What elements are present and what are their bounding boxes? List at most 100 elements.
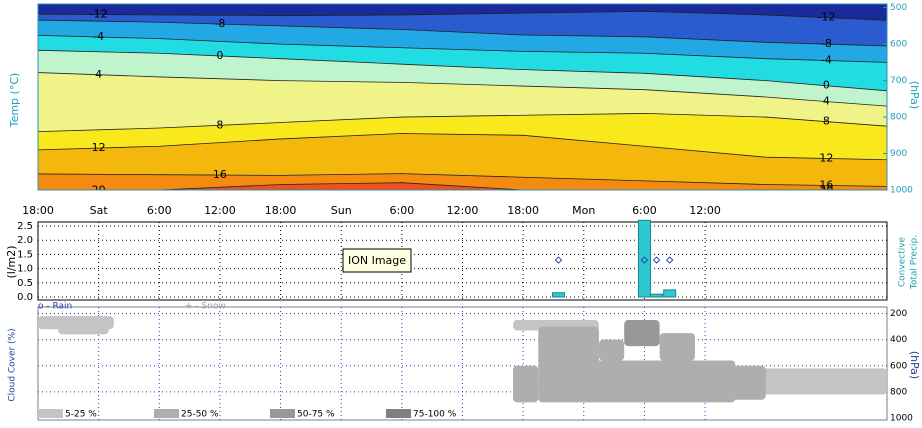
precip-bar bbox=[663, 289, 677, 298]
contour-label: -4 bbox=[93, 30, 104, 43]
legend-swatch bbox=[270, 409, 295, 418]
temp-axis-label: Temp (°C) bbox=[8, 73, 21, 129]
y-tick-label: 1.0 bbox=[17, 264, 33, 275]
series-label: Total Precip. bbox=[910, 235, 920, 290]
x-tick-label: 18:00 bbox=[265, 204, 297, 217]
x-tick-label: 12:00 bbox=[689, 204, 721, 217]
y2-tick-label: 600 bbox=[890, 361, 907, 371]
x-tick-label: 6:00 bbox=[147, 204, 172, 217]
x-tick-label: 6:00 bbox=[632, 204, 657, 217]
y2-tick-label: 1000 bbox=[890, 186, 913, 196]
legend-label: 25-50 % bbox=[181, 410, 219, 420]
series-label: Convective bbox=[898, 236, 908, 287]
legend-label: 50-75 % bbox=[297, 410, 335, 420]
y-tick-label: 0.0 bbox=[17, 292, 33, 303]
precip-legend: o - Rain bbox=[38, 302, 72, 312]
cloud-cell bbox=[659, 333, 695, 361]
isotherm bbox=[92, 182, 590, 190]
x-tick-label: 6:00 bbox=[390, 204, 415, 217]
legend-swatch bbox=[38, 409, 63, 418]
hpa-axis-label: (hPa) bbox=[908, 81, 921, 109]
temp-band bbox=[38, 11, 887, 46]
x-tick-label: Sat bbox=[90, 204, 109, 217]
isotherm bbox=[38, 133, 887, 161]
tooltip-box bbox=[342, 248, 412, 273]
temp-band bbox=[38, 133, 887, 187]
precip-bar bbox=[552, 292, 566, 298]
x-tick-label: Sun bbox=[331, 204, 352, 217]
y-tick-label: 0.5 bbox=[17, 278, 33, 289]
temp-band bbox=[38, 35, 887, 91]
x-tick-label: 18:00 bbox=[507, 204, 539, 217]
y2-tick-label: 800 bbox=[890, 113, 907, 123]
legend-swatch bbox=[386, 409, 411, 418]
y-tick-label: 2.5 bbox=[17, 221, 33, 232]
y2-tick-label: 800 bbox=[890, 387, 907, 397]
y2-tick-label: 500 bbox=[890, 3, 907, 13]
contour-label: 4 bbox=[823, 95, 830, 108]
y2-tick-label: 1000 bbox=[890, 414, 913, 424]
cloud-cell bbox=[513, 365, 539, 403]
contour-label: 16 bbox=[213, 168, 227, 181]
cloud-hpa-label: (hPa) bbox=[908, 351, 921, 379]
temp-band bbox=[38, 113, 887, 160]
contour-label: -12 bbox=[817, 11, 835, 24]
cloud-cell bbox=[58, 326, 109, 335]
x-tick-label: 12:00 bbox=[204, 204, 236, 217]
y2-tick-label: 700 bbox=[890, 76, 907, 86]
contour-label: -12 bbox=[90, 8, 108, 21]
precip-frame bbox=[37, 221, 888, 301]
isotherm bbox=[38, 113, 887, 133]
precip-bar bbox=[650, 293, 664, 298]
isotherm bbox=[38, 49, 887, 92]
convective-marker bbox=[640, 256, 649, 264]
isotherm bbox=[38, 173, 887, 187]
contour-label: 12 bbox=[819, 151, 833, 164]
isotherm bbox=[38, 72, 887, 107]
cloud-cell bbox=[624, 320, 660, 347]
isotherm bbox=[38, 10, 887, 21]
precip-legend: + - Snow bbox=[185, 302, 226, 312]
cloud-axis-label: Cloud Cover (%) bbox=[8, 328, 18, 401]
contour-label: 0 bbox=[823, 79, 830, 92]
temp-band bbox=[38, 50, 887, 107]
legend-swatch bbox=[154, 409, 179, 418]
y2-tick-label: 400 bbox=[890, 335, 907, 345]
cloud-cell bbox=[694, 365, 766, 400]
x-tick-label: Mon bbox=[572, 204, 595, 217]
cloud-cell bbox=[38, 316, 114, 330]
contour-label: 20 bbox=[819, 184, 833, 197]
cloud-cell bbox=[598, 339, 625, 361]
contour-label: 4 bbox=[95, 68, 102, 81]
convective-marker bbox=[652, 256, 661, 264]
x-tick-label: 18:00 bbox=[22, 204, 54, 217]
contour-label: -8 bbox=[214, 17, 225, 30]
isotherm bbox=[38, 19, 887, 47]
temp-band bbox=[38, 20, 887, 63]
convective-marker bbox=[554, 256, 563, 264]
y2-tick-label: 600 bbox=[890, 40, 907, 50]
y2-tick-label: 200 bbox=[890, 309, 907, 319]
y2-tick-label: 900 bbox=[890, 149, 907, 159]
temp-band bbox=[38, 4, 887, 21]
y-tick-label: 2.0 bbox=[17, 235, 33, 246]
contour-label: 16 bbox=[819, 178, 833, 191]
precip-bar bbox=[637, 219, 651, 298]
tooltip: ION Image bbox=[348, 254, 406, 267]
y-tick-label: 1.5 bbox=[17, 249, 33, 260]
temp-band bbox=[38, 72, 887, 132]
cloud-cell bbox=[735, 368, 887, 395]
x-tick-label: 12:00 bbox=[447, 204, 479, 217]
legend-label: 5-25 % bbox=[65, 410, 97, 420]
cloud-cell bbox=[538, 360, 736, 403]
top-frame bbox=[37, 3, 888, 191]
contour-label: -8 bbox=[821, 37, 832, 50]
contour-label: 0 bbox=[216, 49, 223, 62]
legend-label: 75-100 % bbox=[413, 410, 457, 420]
convective-marker bbox=[665, 256, 674, 264]
cloud-cell bbox=[538, 326, 599, 366]
precip-axis-label: (l/m2) bbox=[5, 245, 18, 278]
contour-label: 8 bbox=[216, 118, 223, 131]
